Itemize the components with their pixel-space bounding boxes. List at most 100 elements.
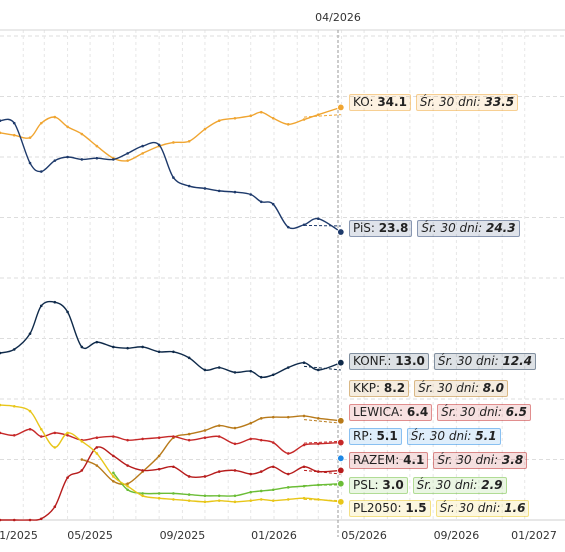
data-point (157, 492, 161, 495)
data-point (80, 469, 84, 472)
data-point (187, 493, 191, 496)
value-tag-rp: RP: 5.1 Śr. 30 dni: 5.1 (349, 428, 501, 445)
avg-line (304, 224, 341, 227)
data-point (172, 141, 175, 144)
value-tag-pis: PiS: 23.8 Śr. 30 dni: 24.3 (349, 220, 520, 237)
data-point (203, 436, 207, 440)
current-value-pill: PiS: 23.8 (349, 220, 413, 237)
data-point (302, 118, 306, 121)
average-value: 24.3 (485, 221, 516, 235)
data-point (302, 465, 306, 469)
data-point (39, 304, 43, 308)
x-axis: 01/2025 05/2025 09/2025 01/2026 05/2026 09/20… (0, 529, 557, 542)
data-point (259, 417, 263, 420)
data-point (316, 483, 320, 487)
current-value-pill: RAZEM: 4.1 (349, 452, 429, 469)
data-point (302, 361, 306, 365)
data-point (249, 114, 253, 118)
average-pill: Śr. 30 dni: 8.0 (414, 380, 508, 397)
avg-line (304, 498, 341, 502)
data-point (66, 155, 69, 159)
data-point (28, 332, 32, 335)
data-point (259, 470, 263, 473)
average-label: Śr. 30 dni: (416, 478, 482, 492)
endpoint-dot (337, 228, 345, 236)
data-point (187, 139, 191, 143)
data-point (271, 373, 275, 377)
data-point (203, 475, 207, 478)
data-point (271, 116, 275, 120)
endpoint-dot (337, 438, 345, 447)
data-point (187, 475, 191, 478)
average-label: Śr. 30 dni: (441, 405, 506, 419)
data-point (203, 429, 207, 432)
x-tick-label: 01/2026 (251, 529, 297, 542)
current-value: 34.1 (377, 95, 407, 109)
data-point (141, 345, 144, 349)
data-point (66, 434, 69, 437)
data-point (112, 345, 115, 349)
value-tag-konf: KONF.: 13.0 Śr. 30 dni: 12.4 (349, 353, 537, 370)
x-tick-label: 09/2025 (160, 529, 206, 542)
data-point (28, 136, 32, 139)
data-point (233, 442, 237, 446)
data-point (286, 486, 290, 489)
data-point (172, 176, 175, 179)
data-point (249, 499, 253, 502)
current-value-pill: RP: 5.1 (349, 428, 402, 445)
data-point (172, 465, 175, 469)
average-value: 8.0 (482, 381, 504, 395)
data-point (12, 133, 16, 137)
data-point (217, 499, 221, 502)
data-point (126, 488, 129, 492)
data-point (233, 469, 237, 472)
data-point (259, 110, 263, 114)
data-point (95, 446, 99, 449)
data-point (66, 125, 69, 129)
data-point (28, 409, 32, 413)
value-tag-ko: KO: 34.1 Śr. 30 dni: 33.5 (349, 94, 519, 111)
data-point (271, 202, 275, 206)
data-point (157, 143, 161, 147)
data-point (0, 351, 2, 355)
series-line-ko (0, 106, 342, 162)
data-point (217, 189, 221, 193)
average-value: 3.8 (501, 453, 524, 467)
data-point (249, 421, 253, 425)
data-point (187, 356, 191, 360)
series-line-psl (112, 472, 341, 497)
data-point (172, 350, 175, 354)
data-point (112, 454, 115, 458)
current-value: 4.1 (403, 453, 425, 467)
data-point (53, 159, 57, 162)
data-point (95, 436, 99, 440)
data-point (286, 225, 290, 229)
party-label: PL2050: (353, 501, 406, 515)
avg-line (303, 469, 341, 475)
data-point (316, 113, 320, 116)
data-point (302, 443, 306, 447)
data-point (233, 426, 237, 430)
average-label: Śr. 30 dni: (410, 429, 476, 443)
current-value: 6.4 (406, 405, 429, 419)
average-label: Śr. 30 dni: (437, 453, 502, 467)
data-point (126, 346, 129, 350)
value-tag-pl2050: PL2050: 1.5 Śr. 30 dni: 1.6 (349, 500, 530, 517)
party-label: LEWICA: (353, 405, 407, 419)
party-label: RP: (353, 429, 377, 443)
data-point (12, 518, 16, 522)
data-point (112, 479, 115, 483)
data-point (249, 472, 253, 476)
data-point (249, 369, 253, 373)
avg-line (304, 440, 341, 444)
data-point (0, 403, 2, 407)
data-point (286, 415, 290, 419)
data-point (53, 300, 57, 304)
data-point (249, 437, 253, 441)
endpoint-dot (337, 480, 345, 488)
data-point (95, 340, 99, 344)
data-point (95, 464, 99, 467)
data-point (233, 190, 237, 194)
data-point (286, 498, 290, 501)
data-point (126, 159, 129, 162)
